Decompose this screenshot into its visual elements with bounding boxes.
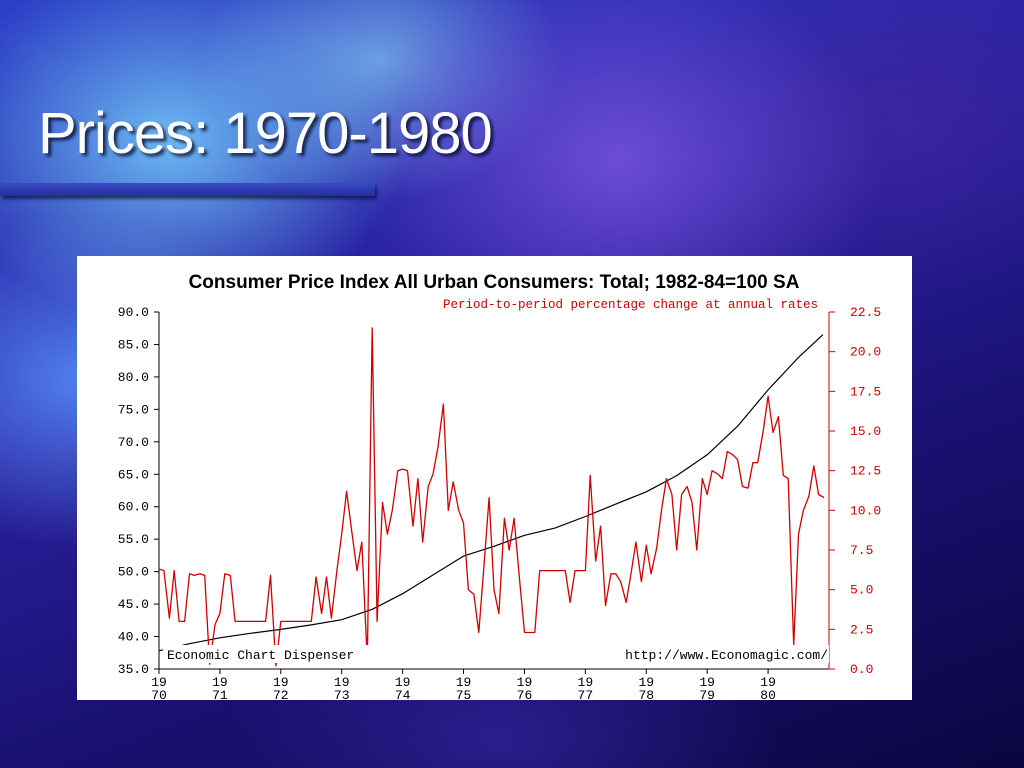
- left-tick-label: 55.0: [118, 532, 149, 547]
- left-tick-label: 65.0: [118, 467, 149, 482]
- right-tick-label: 22.5: [850, 305, 881, 320]
- left-tick-label: 60.0: [118, 500, 149, 515]
- x-tick-label: 19: [638, 675, 654, 690]
- chart-subtitle: Period-to-period percentage change at an…: [443, 298, 818, 312]
- x-tick-label: 19: [699, 675, 715, 690]
- right-tick-label: 5.0: [850, 583, 873, 598]
- x-tick-label: 73: [334, 688, 350, 700]
- left-tick-label: 45.0: [118, 597, 149, 612]
- right-tick-label: 10.0: [850, 503, 881, 518]
- footer-left-label: Economic Chart Dispenser: [167, 648, 354, 663]
- right-tick-label: 15.0: [850, 424, 881, 439]
- x-tick-label: 19: [456, 675, 472, 690]
- axes-layer: 35.0 40.0 45.0 50.0 55.0 60.0 65.0 70.0 75.0 80.0…: [118, 305, 881, 700]
- x-tick-label: 72: [273, 688, 289, 700]
- x-tick-label: 80: [760, 688, 776, 700]
- footer-right-bg: [583, 645, 829, 663]
- left-tick-label: 35.0: [118, 662, 149, 677]
- x-tick-label: 19: [151, 675, 167, 690]
- x-tick-label: 71: [212, 688, 228, 700]
- x-tick-label: 19: [760, 675, 776, 690]
- left-tick-label: 75.0: [118, 402, 149, 417]
- x-tick-label: 75: [456, 688, 472, 700]
- x-tick-label: 76: [517, 688, 533, 700]
- x-tick-label: 19: [212, 675, 228, 690]
- right-tick-label: 17.5: [850, 384, 881, 399]
- slide-title: Prices: 1970-1980: [38, 101, 493, 166]
- x-tick-label: 19: [273, 675, 289, 690]
- chart-title: Consumer Price Index All Urban Consumers…: [189, 272, 800, 293]
- left-tick-label: 40.0: [118, 630, 149, 645]
- footer-right-url: http://www.Economagic.com/: [625, 648, 828, 663]
- right-tick-label: 20.0: [850, 345, 881, 360]
- left-tick-label: 50.0: [118, 565, 149, 580]
- right-tick-label: 2.5: [850, 622, 873, 637]
- x-tick-label: 19: [334, 675, 350, 690]
- cpi-level-series-line: [158, 334, 824, 652]
- x-tick-label: 70: [151, 688, 167, 700]
- cpi-chart: Consumer Price Index All Urban Consumers…: [77, 256, 912, 700]
- x-tick-label: 77: [578, 688, 594, 700]
- x-tick-label: 78: [638, 688, 654, 700]
- x-tick-label: 19: [517, 675, 533, 690]
- x-tick-label: 74: [395, 688, 411, 700]
- title-underline: [0, 183, 375, 196]
- right-tick-label: 7.5: [850, 543, 873, 558]
- x-tick-label: 79: [699, 688, 715, 700]
- chart-svg: Consumer Price Index All Urban Consumers…: [118, 272, 881, 700]
- x-tick-label: 19: [395, 675, 411, 690]
- right-tick-label: 12.5: [850, 464, 881, 479]
- left-tick-label: 80.0: [118, 370, 149, 385]
- percent-change-series-line: [158, 327, 825, 667]
- right-tick-label: 0.0: [850, 662, 873, 677]
- footer-left-bg: [163, 645, 387, 663]
- left-tick-label: 90.0: [118, 305, 149, 320]
- left-tick-label: 70.0: [118, 435, 149, 450]
- left-tick-label: 85.0: [118, 337, 149, 352]
- series-layer: [158, 327, 825, 667]
- x-tick-label: 19: [578, 675, 594, 690]
